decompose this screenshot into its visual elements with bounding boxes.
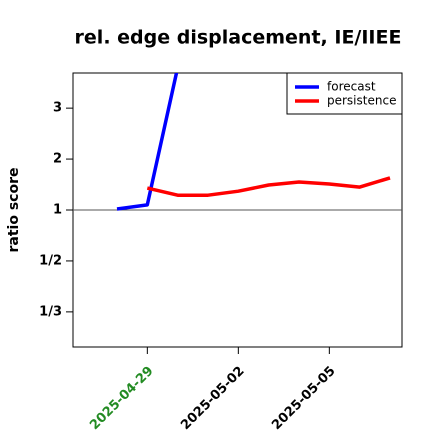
y-tick-label: 2 bbox=[53, 152, 62, 167]
plot-area bbox=[116, 73, 391, 211]
data-line bbox=[116, 73, 179, 211]
y-tick-label: 1/3 bbox=[39, 304, 62, 319]
legend-box bbox=[286, 72, 403, 115]
x-tick-label: 2025-04-29 bbox=[87, 364, 156, 433]
data-line bbox=[146, 176, 391, 197]
y-axis-label: ratio score bbox=[6, 168, 22, 253]
y-tick-label: 1 bbox=[53, 202, 62, 217]
y-tick-label: 3 bbox=[53, 101, 62, 116]
y-tick-label: 1/2 bbox=[39, 253, 62, 268]
chart-title: rel. edge displacement, IE/IIEE bbox=[75, 27, 402, 49]
legend-label: persistence bbox=[327, 94, 396, 108]
x-tick-label: 2025-05-05 bbox=[269, 364, 338, 433]
x-tick-label: 2025-05-02 bbox=[178, 364, 247, 433]
legend-label: forecast bbox=[327, 80, 376, 94]
